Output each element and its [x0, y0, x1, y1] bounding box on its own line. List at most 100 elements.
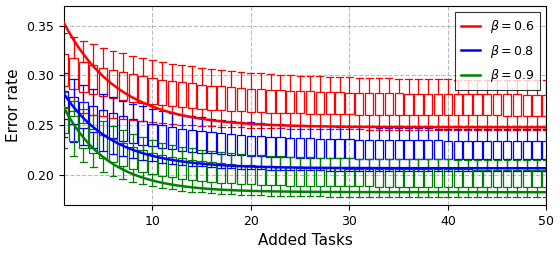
Bar: [227, 164, 235, 183]
Bar: [365, 93, 374, 115]
Bar: [513, 170, 521, 187]
Bar: [533, 170, 541, 187]
Bar: [296, 91, 304, 113]
Bar: [414, 169, 422, 187]
Bar: [483, 94, 492, 116]
Bar: [276, 167, 284, 185]
Bar: [99, 68, 108, 96]
Bar: [69, 58, 78, 89]
Bar: [424, 169, 432, 187]
Bar: [148, 123, 156, 147]
Bar: [188, 130, 196, 152]
Bar: [286, 91, 295, 113]
Bar: [267, 90, 275, 113]
Bar: [59, 54, 68, 86]
Bar: [207, 162, 216, 182]
Bar: [533, 141, 541, 159]
Bar: [237, 165, 245, 184]
Bar: [513, 94, 521, 116]
Bar: [99, 110, 108, 135]
Bar: [158, 125, 166, 148]
Bar: [89, 106, 97, 132]
Bar: [404, 169, 413, 187]
Bar: [188, 160, 196, 180]
Bar: [306, 168, 314, 186]
Bar: [483, 170, 492, 187]
Bar: [207, 86, 216, 110]
Bar: [395, 93, 403, 115]
Bar: [335, 92, 344, 114]
Bar: [69, 97, 78, 124]
Bar: [138, 121, 147, 145]
Bar: [178, 158, 186, 179]
Bar: [346, 92, 353, 114]
Bar: [69, 116, 78, 141]
Bar: [385, 93, 393, 115]
Bar: [346, 169, 353, 186]
Bar: [247, 89, 255, 112]
Bar: [355, 139, 363, 158]
Bar: [444, 169, 452, 187]
Bar: [59, 91, 68, 119]
Bar: [483, 141, 492, 159]
Bar: [119, 72, 127, 100]
Bar: [316, 92, 324, 114]
Bar: [99, 135, 108, 158]
Bar: [80, 62, 87, 92]
Bar: [493, 170, 501, 187]
Bar: [542, 170, 550, 187]
Bar: [109, 70, 117, 98]
Bar: [454, 169, 462, 187]
Bar: [473, 141, 482, 159]
Bar: [158, 155, 166, 176]
Legend: $\beta = 0.6$, $\beta = 0.8$, $\beta = 0.9$: $\beta = 0.6$, $\beta = 0.8$, $\beta = 0…: [455, 12, 540, 90]
Bar: [316, 139, 324, 158]
Bar: [424, 94, 432, 115]
Bar: [158, 80, 166, 105]
Bar: [198, 161, 206, 181]
X-axis label: Added Tasks: Added Tasks: [258, 233, 352, 248]
Bar: [129, 147, 137, 169]
Bar: [168, 81, 176, 106]
Bar: [335, 139, 344, 158]
Bar: [503, 141, 511, 159]
Bar: [325, 139, 334, 158]
Bar: [414, 94, 422, 115]
Bar: [355, 93, 363, 115]
Bar: [306, 91, 314, 114]
Bar: [119, 116, 127, 140]
Bar: [542, 141, 550, 159]
Bar: [227, 87, 235, 111]
Bar: [542, 94, 550, 116]
Bar: [237, 135, 245, 155]
Bar: [473, 94, 482, 115]
Bar: [256, 89, 265, 112]
Bar: [138, 76, 147, 103]
Bar: [444, 94, 452, 115]
Bar: [503, 170, 511, 187]
Bar: [325, 168, 334, 186]
Bar: [395, 140, 403, 159]
Bar: [316, 168, 324, 186]
Bar: [335, 168, 344, 186]
Bar: [217, 163, 226, 183]
Bar: [522, 94, 531, 116]
Bar: [198, 131, 206, 153]
Bar: [247, 165, 255, 184]
Bar: [513, 141, 521, 159]
Bar: [434, 94, 442, 115]
Bar: [178, 129, 186, 151]
Bar: [267, 166, 275, 185]
Bar: [198, 85, 206, 109]
Bar: [276, 137, 284, 157]
Bar: [434, 140, 442, 159]
Bar: [89, 129, 97, 153]
Bar: [503, 94, 511, 116]
Bar: [109, 113, 117, 138]
Bar: [138, 150, 147, 172]
Bar: [59, 107, 68, 133]
Bar: [493, 141, 501, 159]
Bar: [207, 132, 216, 153]
Bar: [247, 136, 255, 156]
Bar: [464, 94, 472, 115]
